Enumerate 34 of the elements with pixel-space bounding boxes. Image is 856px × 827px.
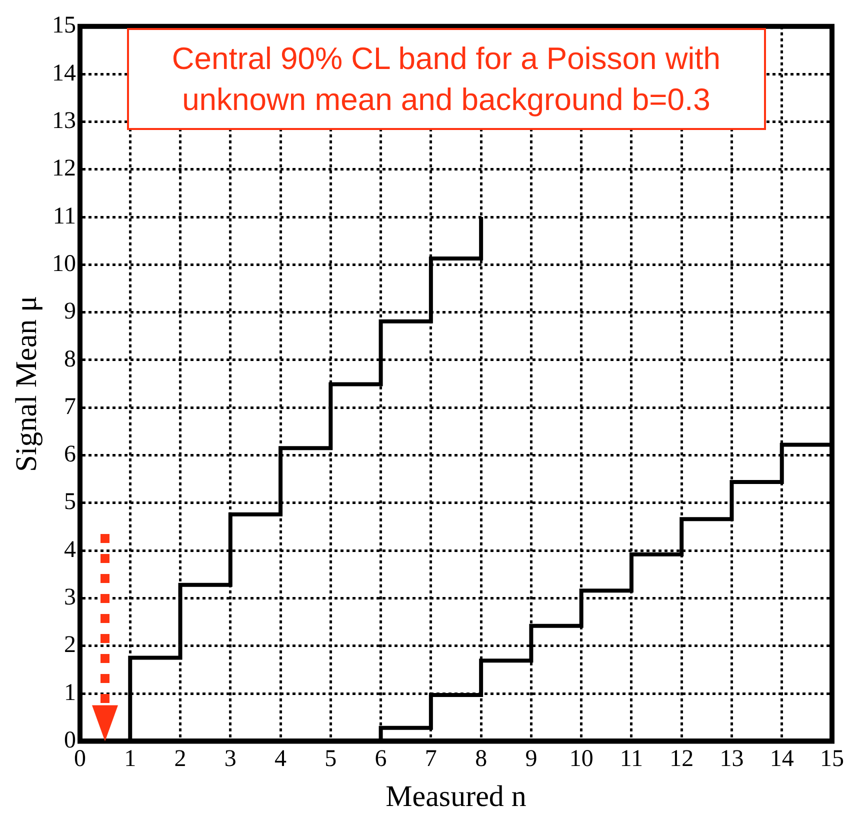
y-tick-label: 2 (64, 632, 76, 658)
y-tick-label: 13 (52, 108, 76, 134)
x-tick-label: 13 (720, 746, 744, 772)
y-tick-label: 3 (64, 584, 76, 611)
y-tick-label: 11 (52, 203, 76, 230)
y-axis-title: Signal Mean μ (10, 296, 43, 472)
y-tick-label: 4 (64, 536, 76, 563)
x-axis-title: Measured n (386, 780, 526, 813)
x-tick-label: 9 (525, 746, 538, 772)
x-tick-label: 10 (569, 746, 594, 772)
x-tick-label: 1 (124, 746, 136, 772)
y-tick-label: 9 (64, 298, 76, 325)
y-tick-label: 1 (64, 680, 76, 706)
x-tick-label: 15 (820, 746, 844, 772)
y-tick-label: 15 (52, 12, 76, 39)
y-tick-label: 0 (64, 727, 76, 754)
y-tick-label: 6 (64, 442, 76, 468)
y-tick-label: 5 (64, 489, 76, 516)
x-tick-label: 12 (670, 746, 694, 772)
x-tick-label: 6 (374, 746, 387, 772)
x-tick-label: 8 (475, 746, 488, 772)
x-tick-label: 3 (224, 746, 236, 772)
x-tick-label: 2 (174, 746, 186, 772)
x-tick-label: 7 (424, 746, 437, 772)
y-tick-label: 12 (52, 156, 76, 182)
y-tick-label: 10 (52, 250, 76, 277)
y-tick-label: 7 (64, 394, 76, 420)
x-tick-label: 11 (620, 746, 644, 772)
annotation: Central 90% CL band for a Poisson with unknown mean and background b=0.3 (126, 28, 766, 130)
x-tick-label: 4 (274, 746, 287, 772)
x-tick-label: 5 (324, 746, 337, 772)
x-tick-label: 14 (770, 746, 794, 772)
y-tick-label: 8 (64, 346, 76, 372)
y-tick-label: 14 (52, 60, 76, 86)
